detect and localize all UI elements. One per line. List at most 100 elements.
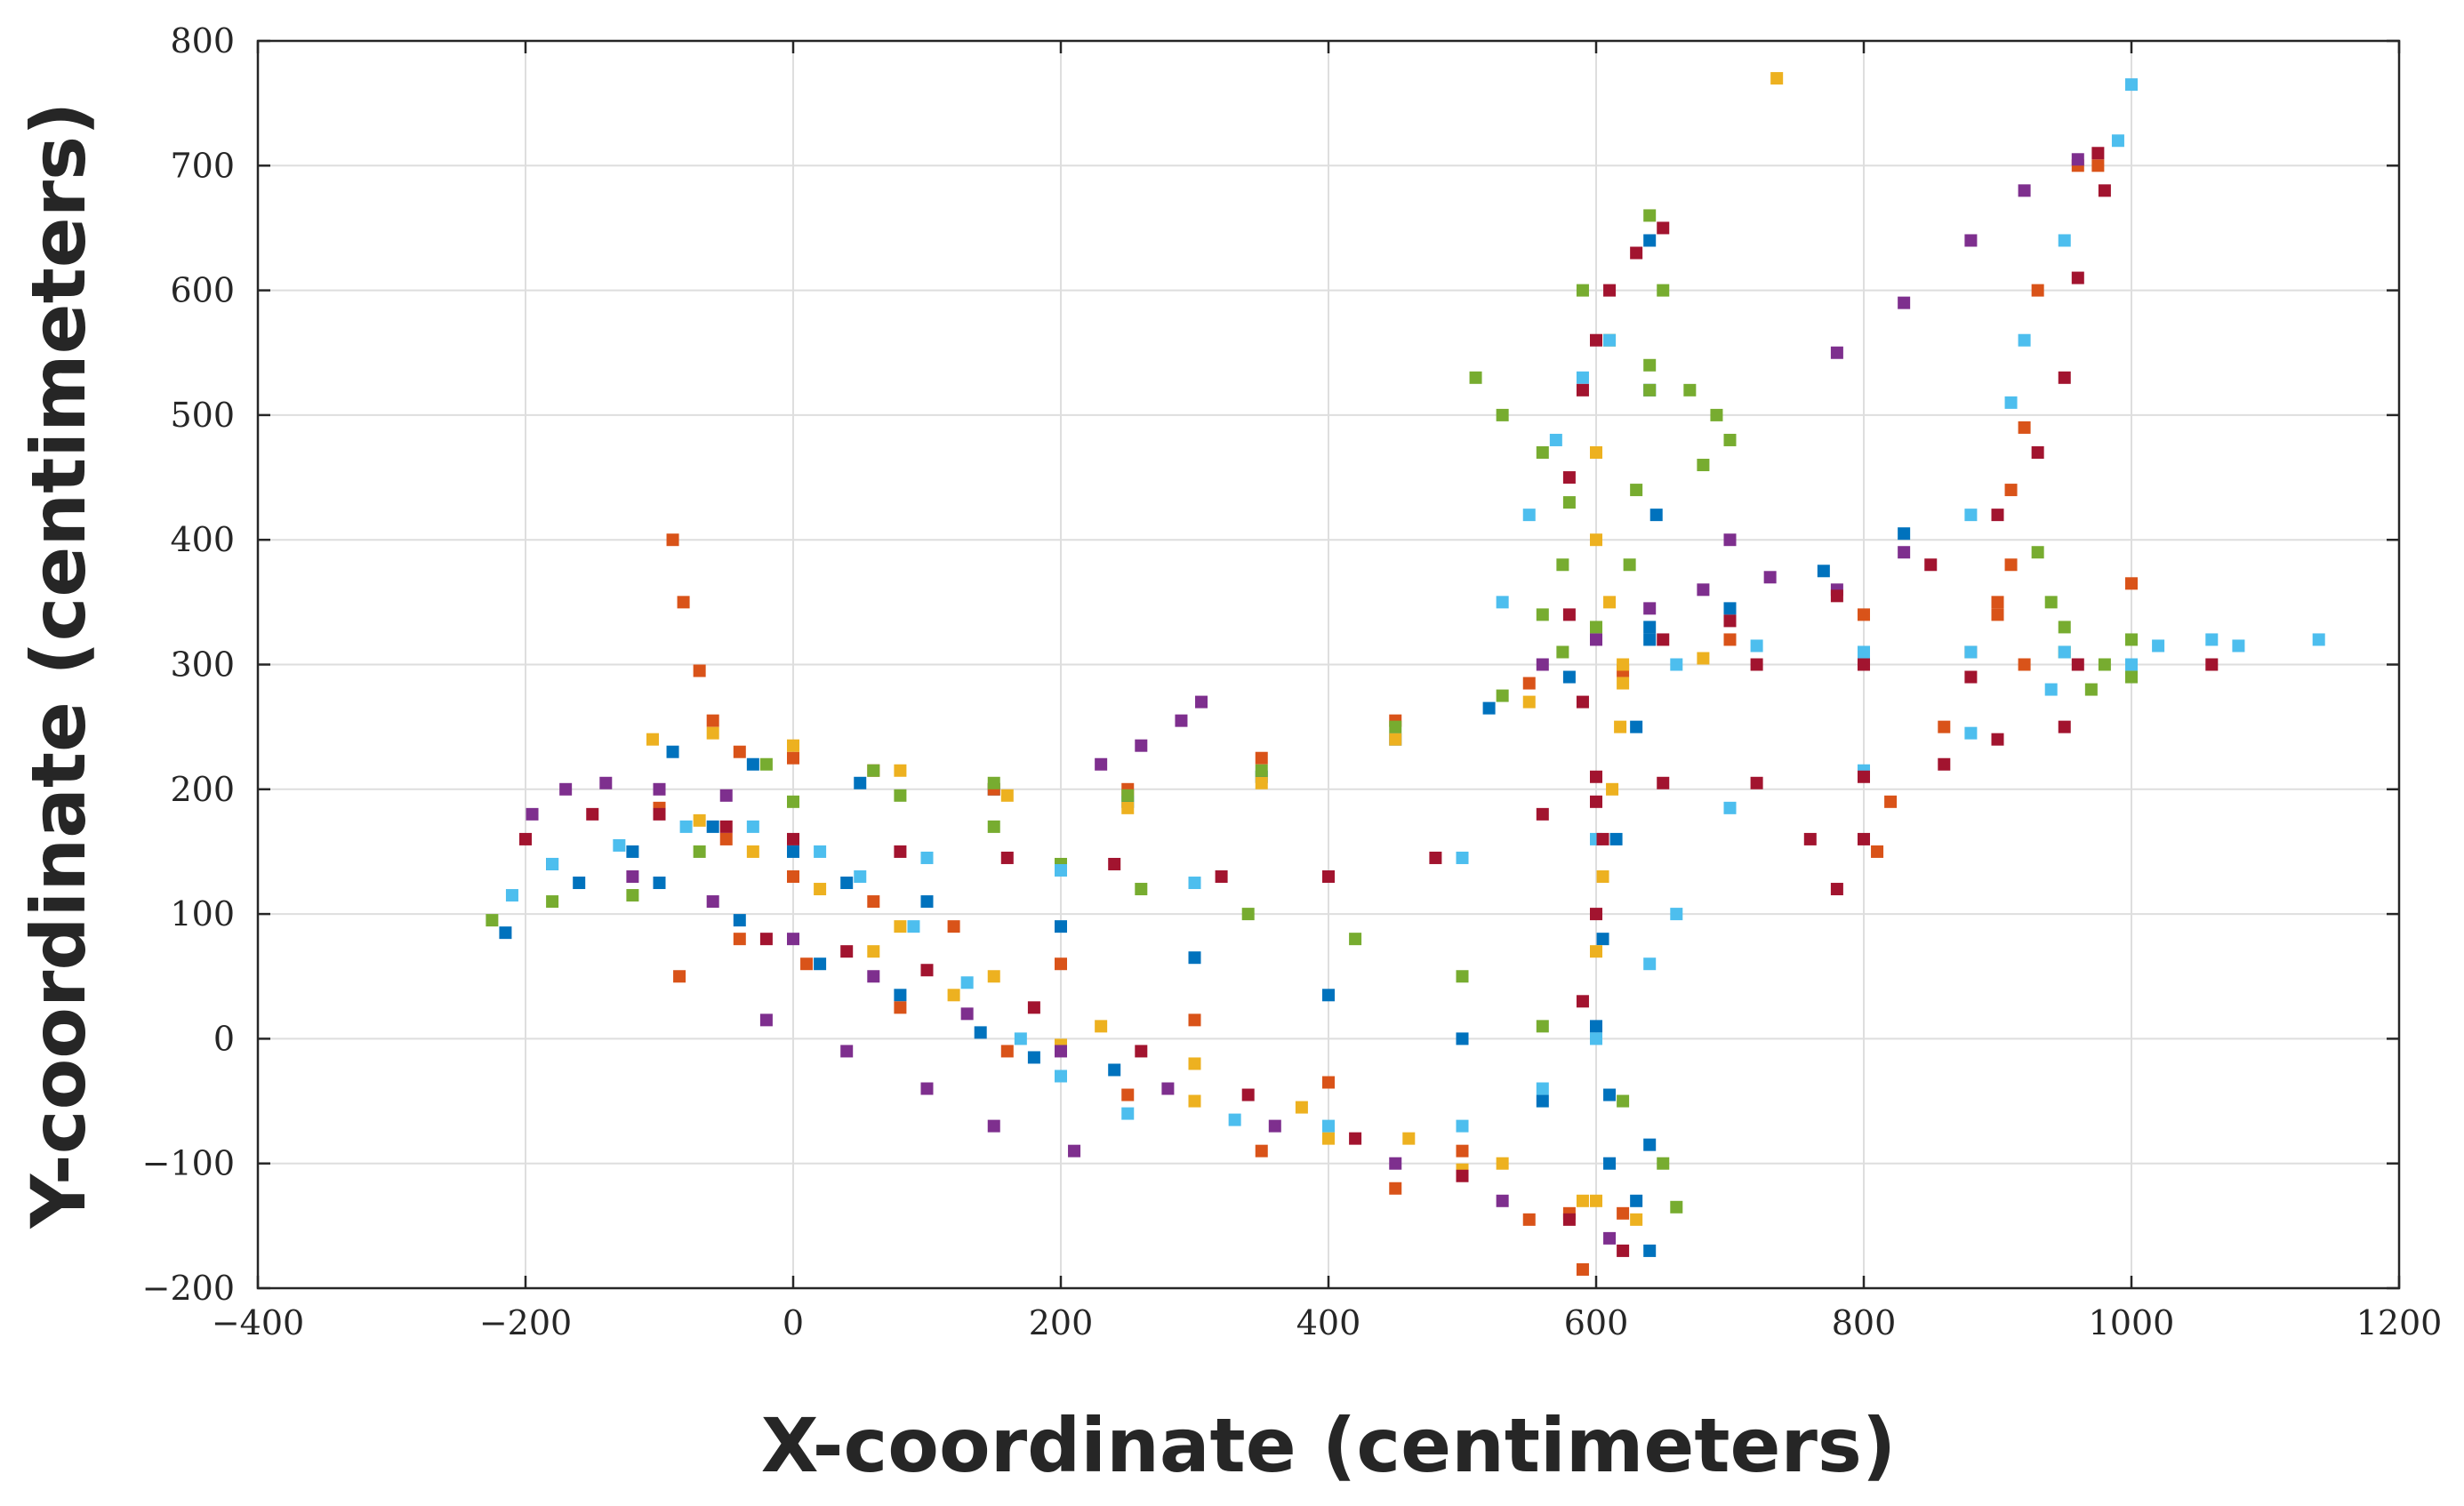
data-point [1482,701,1496,715]
data-point [733,933,746,946]
data-point [1750,776,1763,789]
data-point [1228,1113,1241,1126]
y-tick-label: 600 [170,271,235,310]
data-point [1697,652,1710,665]
data-point [653,807,666,821]
data-point [1723,602,1737,615]
data-point [1670,908,1683,921]
data-point [1964,726,1978,740]
data-point [1121,789,1135,802]
data-point [1609,832,1623,845]
data-point [733,745,746,758]
data-point [2031,284,2044,297]
data-point [653,782,666,796]
data-point [1055,863,1067,877]
data-point [1657,284,1670,297]
x-tick-label: 0 [783,1303,804,1342]
data-point [2125,670,2138,684]
data-point [2084,683,2098,696]
data-point [2091,147,2105,160]
data-point [1643,234,1657,247]
x-tick-label: 400 [1296,1303,1361,1342]
data-point [2058,645,2071,659]
data-point [1991,733,2004,746]
data-point [1858,770,1870,783]
y-tick-label: 100 [170,894,235,933]
data-point [787,845,799,858]
data-point [1590,770,1602,783]
data-point [960,1007,974,1021]
series-2 [653,159,2138,1276]
data-point [499,926,512,940]
data-point [894,764,907,777]
data-point [787,751,799,765]
data-point [1349,1132,1362,1145]
data-point [1617,677,1630,690]
data-point [1389,1157,1402,1170]
data-point [1817,565,1830,578]
data-point [1590,795,1602,808]
data-point [1964,234,1978,247]
data-point [1649,509,1663,522]
data-point [1590,621,1602,634]
data-point [1630,720,1643,733]
data-point [1723,801,1737,814]
data-point [920,895,934,909]
data-point [1750,658,1763,671]
data-point [1121,1107,1135,1120]
data-point [787,795,799,808]
series-1 [499,234,1911,1257]
data-point [2125,633,2138,646]
data-point [1188,951,1201,965]
data-point [1657,776,1670,789]
data-point [693,845,706,858]
data-point [1614,720,1627,733]
data-point [1536,658,1549,671]
series-4 [526,153,2084,1245]
data-point [1055,957,1067,971]
y-tick-label: 300 [170,645,235,685]
data-point [1000,1045,1014,1058]
data-point [894,845,907,858]
y-tick-label: 800 [170,21,235,60]
data-point [987,820,1000,833]
data-point [679,820,693,833]
data-point [673,970,686,983]
data-point [1000,789,1014,802]
data-point [894,1001,907,1014]
data-point [1055,920,1067,933]
data-point [1195,695,1208,709]
axis-ticks [256,39,2401,1290]
data-point [1522,677,1536,690]
data-point [1576,695,1589,709]
y-tick-label: 200 [170,770,235,809]
series-5 [486,209,2138,1214]
data-point [1496,1157,1509,1170]
data-point [759,757,773,771]
y-tick-label: −100 [142,1144,235,1183]
data-point [1456,1119,1469,1133]
data-point [626,870,639,884]
data-point [1770,72,1784,85]
data-point [1643,1138,1657,1151]
data-point [1858,658,1870,671]
data-point [1121,801,1135,814]
data-point [1858,832,1870,845]
data-point [1322,1119,1335,1133]
data-point [1964,670,1978,684]
series-6 [505,78,2325,1133]
data-point [1603,284,1617,297]
data-point [1135,739,1148,752]
data-point [1000,851,1014,864]
data-point [1556,558,1569,572]
data-point [2232,639,2245,653]
data-point [1135,1045,1148,1058]
data-point [1938,757,1951,771]
data-point [1255,751,1268,765]
data-point [1536,807,1549,821]
data-point [1670,658,1683,671]
data-point [894,789,907,802]
data-point [1830,346,1843,359]
data-point [867,945,880,958]
data-point [1536,1082,1549,1095]
